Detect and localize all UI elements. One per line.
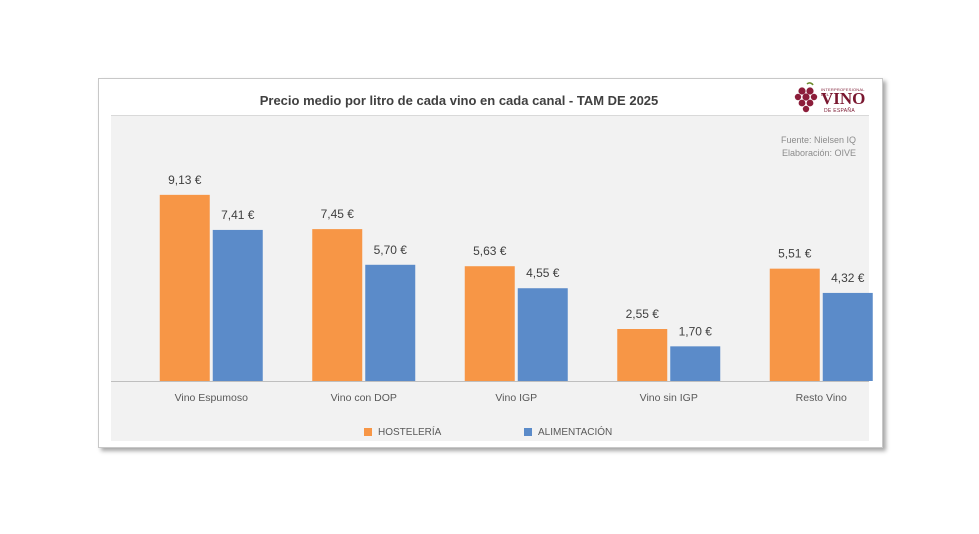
data-label-alimentacion-vino-espumoso: 7,41 € [221,208,255,222]
bar-alimentacion-vino-con-dop [365,264,416,381]
bar-alimentacion-resto-vino [822,292,873,381]
legend-swatch-alimentacion [524,428,532,437]
bar-hosteleria-vino-con-dop [312,229,363,381]
data-label-hosteleria-vino-con-dop: 7,45 € [321,207,355,221]
x-tick-label-vino-con-dop: Vino con DOP [331,392,397,404]
data-label-hosteleria-vino-espumoso: 9,13 € [168,173,202,187]
bar-hosteleria-vino-sin-igp [617,329,668,381]
bar-chart: 9,13 € 7,41 € Vino Espumoso 7,45 € 5,70 € Vin… [111,173,873,404]
data-label-hosteleria-vino-sin-igp: 2,55 € [626,307,660,321]
legend-item-hosteleria: HOSTELERÍA [364,427,441,438]
logo-main-text: VINO [821,89,866,108]
chart-frame: Precio medio por litro de cada vino en c… [98,78,883,448]
bar-hosteleria-vino-igp [464,266,515,381]
x-tick-label-resto-vino: Resto Vino [796,392,847,404]
data-label-hosteleria-resto-vino: 5,51 € [778,247,812,261]
data-label-hosteleria-vino-igp: 5,63 € [473,244,507,258]
source-note: Fuente: Nielsen IQ [780,135,856,145]
data-label-alimentacion-resto-vino: 4,32 € [831,271,865,285]
logo-small-text: INTERPROFESIONAL DEL [821,87,865,97]
legend-item-alimentacion: ALIMENTACIÓN [524,427,612,438]
bar-alimentacion-vino-espumoso [212,229,263,381]
x-tick-label-vino-espumoso: Vino Espumoso [175,392,249,404]
bar-hosteleria-resto-vino [769,268,820,381]
grape-logo-icon [794,82,818,113]
x-tick-label-vino-sin-igp: Vino sin IGP [640,392,698,404]
bar-hosteleria-vino-espumoso [159,194,210,381]
elaboration-note: Elaboración: OIVE [781,148,856,158]
logo-sub-text: DE ESPAÑA [824,108,855,114]
data-label-alimentacion-vino-con-dop: 5,70 € [374,243,408,257]
chart-title: Precio medio por litro de cada vino en c… [259,93,659,108]
legend-swatch-hosteleria [364,428,372,437]
title-divider [111,115,869,116]
x-tick-label-vino-igp: Vino IGP [495,392,537,404]
legend-label-hosteleria: HOSTELERÍA [378,427,442,438]
legend-label-alimentacion: ALIMENTACIÓN [538,427,613,438]
bar-alimentacion-vino-sin-igp [670,346,721,381]
oive-logo: INTERPROFESIONAL DEL VINO DE ESPAÑA [794,82,866,116]
data-label-alimentacion-vino-sin-igp: 1,70 € [679,324,713,338]
data-label-alimentacion-vino-igp: 4,55 € [526,266,560,280]
bar-alimentacion-vino-igp [517,288,568,381]
